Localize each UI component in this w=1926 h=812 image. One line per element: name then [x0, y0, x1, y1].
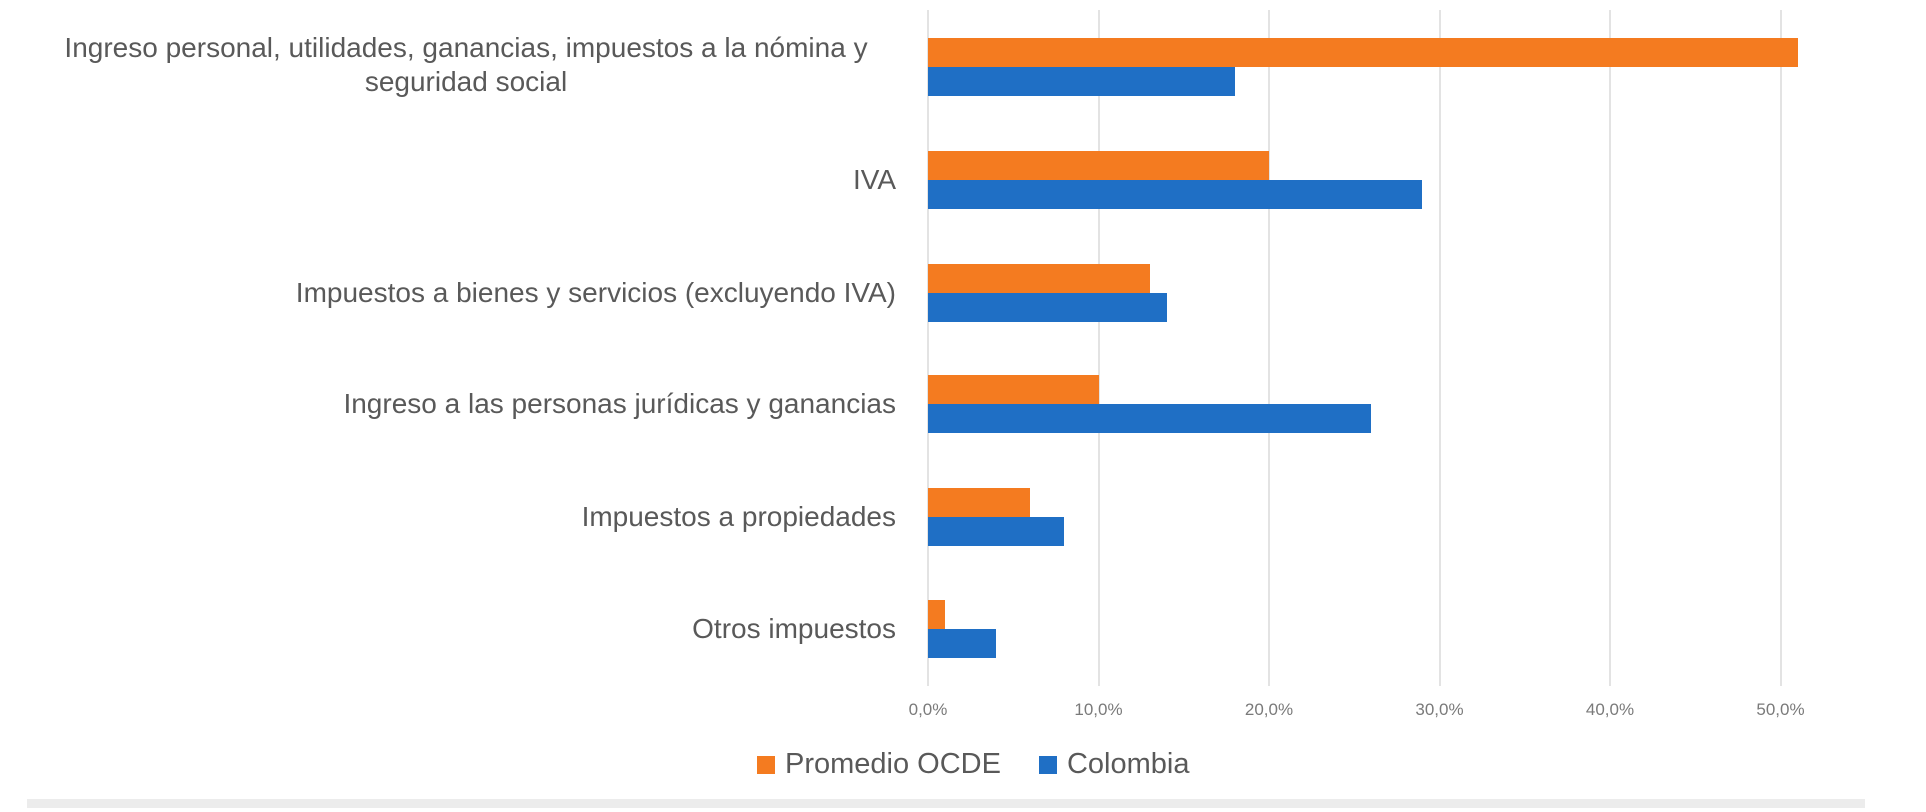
x-tick-label: 30,0% — [1415, 700, 1464, 719]
category-label: Otros impuestos — [692, 613, 896, 644]
bar-promedio-ocde — [928, 375, 1099, 404]
bottom-divider — [27, 799, 1865, 808]
gridline — [1268, 10, 1270, 686]
bar-colombia — [928, 180, 1423, 209]
x-tick-label: 50,0% — [1756, 700, 1805, 719]
bar-promedio-ocde — [928, 600, 946, 629]
x-tick-label: 20,0% — [1244, 700, 1294, 719]
category-label: IVA — [852, 164, 896, 195]
legend-item-promedio-ocde: Promedio OCDE — [757, 748, 1001, 781]
category-label: Impuestos a propiedades — [581, 501, 896, 532]
category-label: Impuestos a bienes y servicios (excluyen… — [295, 277, 896, 308]
bar-promedio-ocde — [928, 151, 1269, 180]
x-tick-label: 40,0% — [1585, 700, 1635, 719]
legend-swatch-orange — [757, 755, 775, 774]
legend-item-colombia: Colombia — [1038, 748, 1190, 781]
bar-colombia — [928, 629, 997, 658]
legend-swatch-blue — [1038, 755, 1057, 774]
category-label: Ingreso personal, utilidades, ganancias,… — [64, 32, 868, 97]
bar-promedio-ocde — [928, 488, 1031, 517]
bar-colombia — [928, 404, 1372, 433]
bar-colombia — [928, 517, 1065, 546]
bar-promedio-ocde — [928, 38, 1798, 67]
legend-label: Colombia — [1066, 748, 1190, 780]
bar-colombia — [928, 293, 1167, 322]
gridline — [1438, 10, 1441, 686]
category-label: Ingreso a las personas jurídicas y ganan… — [343, 388, 896, 419]
bar-promedio-ocde — [928, 264, 1150, 293]
gridline — [1779, 10, 1782, 686]
x-tick-label: 0,0% — [908, 700, 948, 719]
gridline — [1609, 10, 1611, 686]
bar-colombia — [928, 67, 1235, 96]
gridline — [927, 10, 929, 686]
legend-label: Promedio OCDE — [785, 748, 1001, 780]
x-tick-label: 10,0% — [1074, 700, 1123, 719]
gridline — [1097, 10, 1100, 686]
legend: Promedio OCDE Colombia — [757, 748, 1227, 781]
